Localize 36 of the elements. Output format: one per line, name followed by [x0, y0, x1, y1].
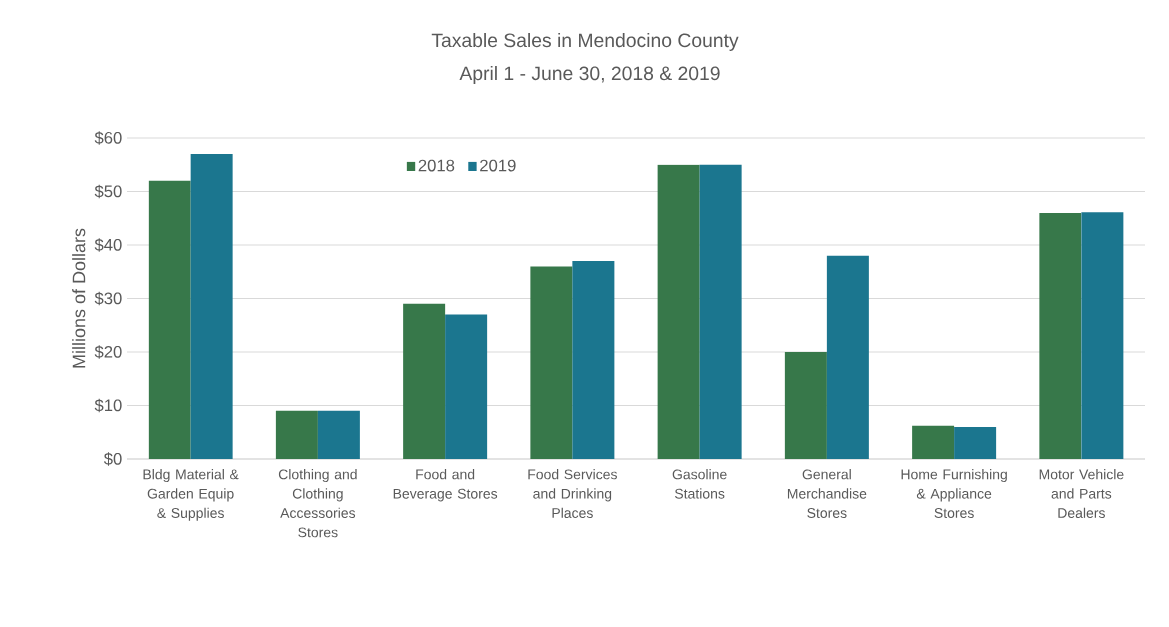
- bar: [784, 351, 827, 459]
- bar: [572, 261, 615, 459]
- y-tick-label: $10: [94, 398, 122, 413]
- bar: [657, 164, 700, 459]
- y-tick-label: $30: [94, 291, 122, 306]
- y-tick-label: $20: [94, 345, 122, 359]
- y-tick-label: $60: [94, 131, 122, 145]
- bar: [954, 426, 997, 459]
- legend-label: 2018: [418, 159, 455, 172]
- x-tick-label: Food and Beverage Stores: [393, 469, 498, 502]
- y-tick-label: $50: [94, 184, 122, 199]
- x-tick-label: Food Services and Drinking Places: [528, 469, 617, 518]
- bar: [275, 410, 318, 459]
- x-tick-label: Home Furnishing & Appliance Stores: [901, 469, 1007, 518]
- x-tick-label: Clothing and Clothing Accessories Stores: [278, 469, 357, 538]
- bar: [190, 154, 233, 459]
- bar: [826, 255, 869, 459]
- y-tick-label: $0: [103, 452, 122, 466]
- bar: [699, 164, 742, 459]
- chart-subtitle: April 1 - June 30, 2018 & 2019: [459, 65, 720, 84]
- x-tick-label: Motor Vehicle and Parts Dealers: [1039, 469, 1124, 518]
- bar: [148, 180, 191, 459]
- bar: [530, 266, 573, 459]
- y-tick-label: $40: [94, 238, 122, 252]
- bar: [1039, 212, 1082, 459]
- x-tick-label: General Merchandise Stores: [787, 469, 867, 518]
- x-tick-label: Gasoline Stations: [672, 469, 727, 499]
- legend-label: 2019: [480, 159, 516, 172]
- bar: [912, 425, 955, 459]
- x-tick-label: Bldg Material & Garden Equip & Supplies: [143, 469, 239, 521]
- bar: [1081, 212, 1124, 459]
- bar: [403, 303, 446, 459]
- y-axis-title: Millions of Dollars: [72, 228, 86, 368]
- bar: [317, 410, 360, 459]
- chart-title: Taxable Sales in Mendocino County: [431, 32, 739, 51]
- bar: [445, 314, 488, 459]
